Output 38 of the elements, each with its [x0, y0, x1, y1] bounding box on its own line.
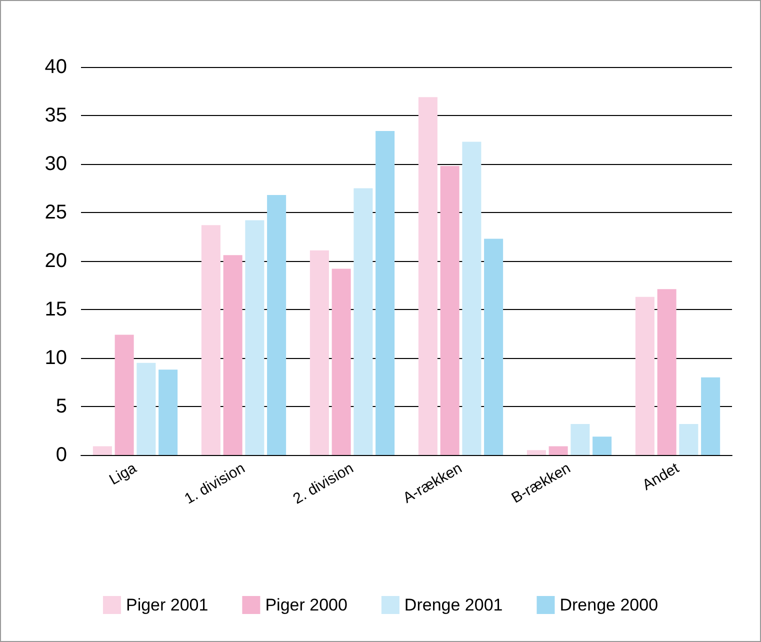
legend-label: Drenge 2001	[404, 596, 503, 614]
bar	[136, 362, 156, 455]
bar	[484, 238, 504, 455]
bar	[526, 450, 546, 455]
bar	[92, 446, 112, 455]
bar	[657, 289, 676, 455]
y-tick-label: 25	[44, 202, 67, 224]
bar	[679, 424, 698, 455]
y-tick-label: 10	[44, 347, 67, 369]
bar	[267, 195, 286, 455]
legend-label: Piger 2001	[126, 596, 208, 614]
bar	[376, 131, 395, 455]
bar	[158, 370, 178, 455]
y-tick-label: 15	[44, 298, 67, 320]
bar	[701, 377, 720, 455]
legend-label: Piger 2000	[265, 596, 348, 614]
bar	[462, 142, 482, 455]
y-tick-label: 40	[44, 56, 67, 78]
bar	[440, 166, 460, 455]
bar	[332, 268, 351, 455]
x-tick-label: Liga	[106, 459, 140, 489]
bar	[310, 250, 329, 455]
bar	[201, 225, 220, 455]
bar	[592, 436, 612, 455]
bar	[635, 296, 654, 455]
y-tick-label: 0	[56, 444, 67, 466]
y-tick-label: 35	[44, 104, 67, 126]
bar	[245, 220, 264, 455]
y-tick-label: 5	[56, 396, 67, 418]
bar	[570, 424, 590, 455]
legend-label: Drenge 2000	[560, 596, 658, 614]
y-tick-label: 30	[44, 153, 67, 175]
y-tick-label: 20	[44, 250, 67, 272]
bar	[223, 255, 242, 455]
bar	[354, 188, 373, 455]
bar	[418, 97, 438, 455]
bar	[114, 334, 134, 455]
bar	[548, 446, 568, 455]
